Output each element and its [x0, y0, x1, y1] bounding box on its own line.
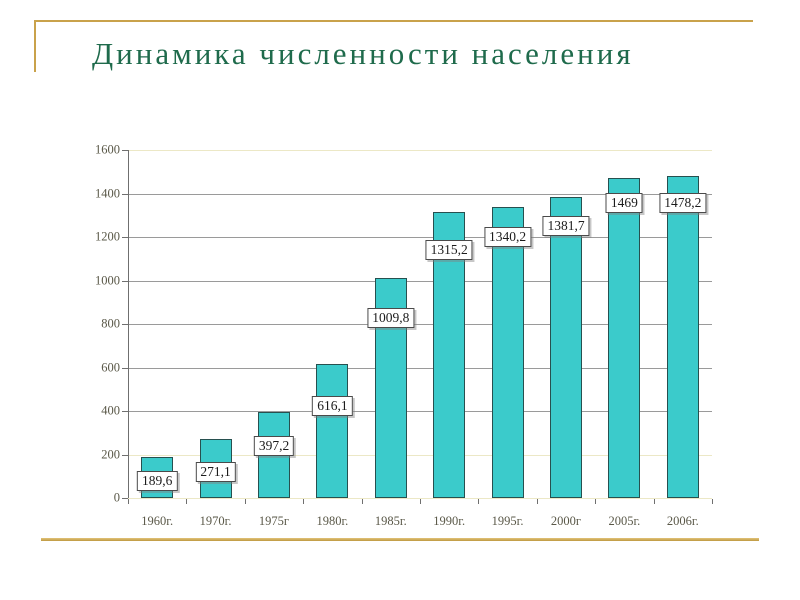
y-axis-tick [122, 150, 128, 151]
y-axis-tick [122, 411, 128, 412]
y-axis-label: 1000 [95, 273, 120, 287]
x-axis-label: 1970г. [199, 514, 232, 528]
x-axis-label: 2000г [550, 514, 582, 528]
x-axis-label: 2005г. [608, 514, 641, 528]
gridline [128, 150, 712, 151]
x-axis-tick [361, 499, 363, 504]
x-axis-tick [186, 499, 188, 504]
y-axis-tick [122, 454, 128, 456]
gridline [128, 498, 712, 499]
y-axis-tick [122, 498, 128, 499]
y-axis-tick [122, 280, 128, 282]
y-axis-label: 1200 [95, 229, 120, 244]
y-axis-tick [122, 324, 128, 325]
y-axis-tick [122, 237, 128, 238]
bar-value-label: 616,1 [312, 395, 353, 416]
x-axis-label: 1980г. [316, 514, 349, 528]
bar-value-label: 1381,7 [542, 216, 590, 237]
x-axis-tick [478, 499, 480, 504]
x-axis-tick [712, 499, 713, 504]
x-axis-label: 1975г [258, 514, 290, 528]
gridline [128, 454, 712, 456]
bar-value-label: 397,2 [253, 435, 295, 456]
x-axis-tick [244, 499, 246, 504]
bar-value-label: 1315,2 [425, 239, 473, 260]
slide-top-border [34, 20, 753, 22]
x-axis-tick [128, 499, 129, 504]
x-axis-tick [420, 499, 421, 504]
x-axis-tick [536, 499, 538, 504]
y-axis-label: 0 [113, 490, 120, 505]
gridline [128, 193, 712, 195]
slide-bottom-border [41, 538, 759, 541]
bar [666, 176, 699, 498]
slide-left-border [34, 20, 36, 72]
gridline [128, 280, 712, 282]
x-axis-tick [595, 499, 597, 504]
y-axis-label: 600 [101, 360, 120, 374]
y-axis-label: 800 [101, 316, 120, 331]
bar-value-label: 1009,8 [367, 308, 415, 329]
bar-value-label: 189,6 [137, 470, 178, 491]
bar-value-label: 1340,2 [484, 226, 532, 247]
x-axis-tick [653, 499, 655, 504]
y-axis-tick [122, 193, 128, 195]
bar-value-label: 271,1 [195, 462, 236, 483]
y-axis-label: 1400 [95, 186, 120, 200]
x-axis-label: 1990г. [433, 514, 466, 528]
x-axis-tick [303, 499, 305, 504]
gridline [128, 411, 712, 412]
bar-value-label: 1469 [605, 193, 643, 214]
bar [316, 363, 349, 498]
y-axis-tick [122, 367, 128, 369]
x-axis-label: 2006г. [666, 514, 699, 528]
x-axis-label: 1985г. [374, 514, 407, 528]
y-axis-label: 1600 [95, 142, 120, 157]
gridline [128, 367, 712, 369]
x-axis-label: 1995г. [491, 514, 524, 528]
y-axis-label: 400 [101, 403, 120, 418]
slide-title: Динамика численности населения [92, 36, 634, 71]
bar [608, 178, 641, 498]
y-axis-label: 200 [101, 447, 120, 461]
bar [491, 206, 524, 498]
gridline [128, 324, 712, 325]
gridline [128, 237, 712, 238]
x-axis-label: 1960г. [141, 514, 174, 528]
bar [550, 197, 582, 498]
bar-value-label: 1478,2 [659, 193, 707, 214]
y-axis-line [128, 150, 129, 498]
